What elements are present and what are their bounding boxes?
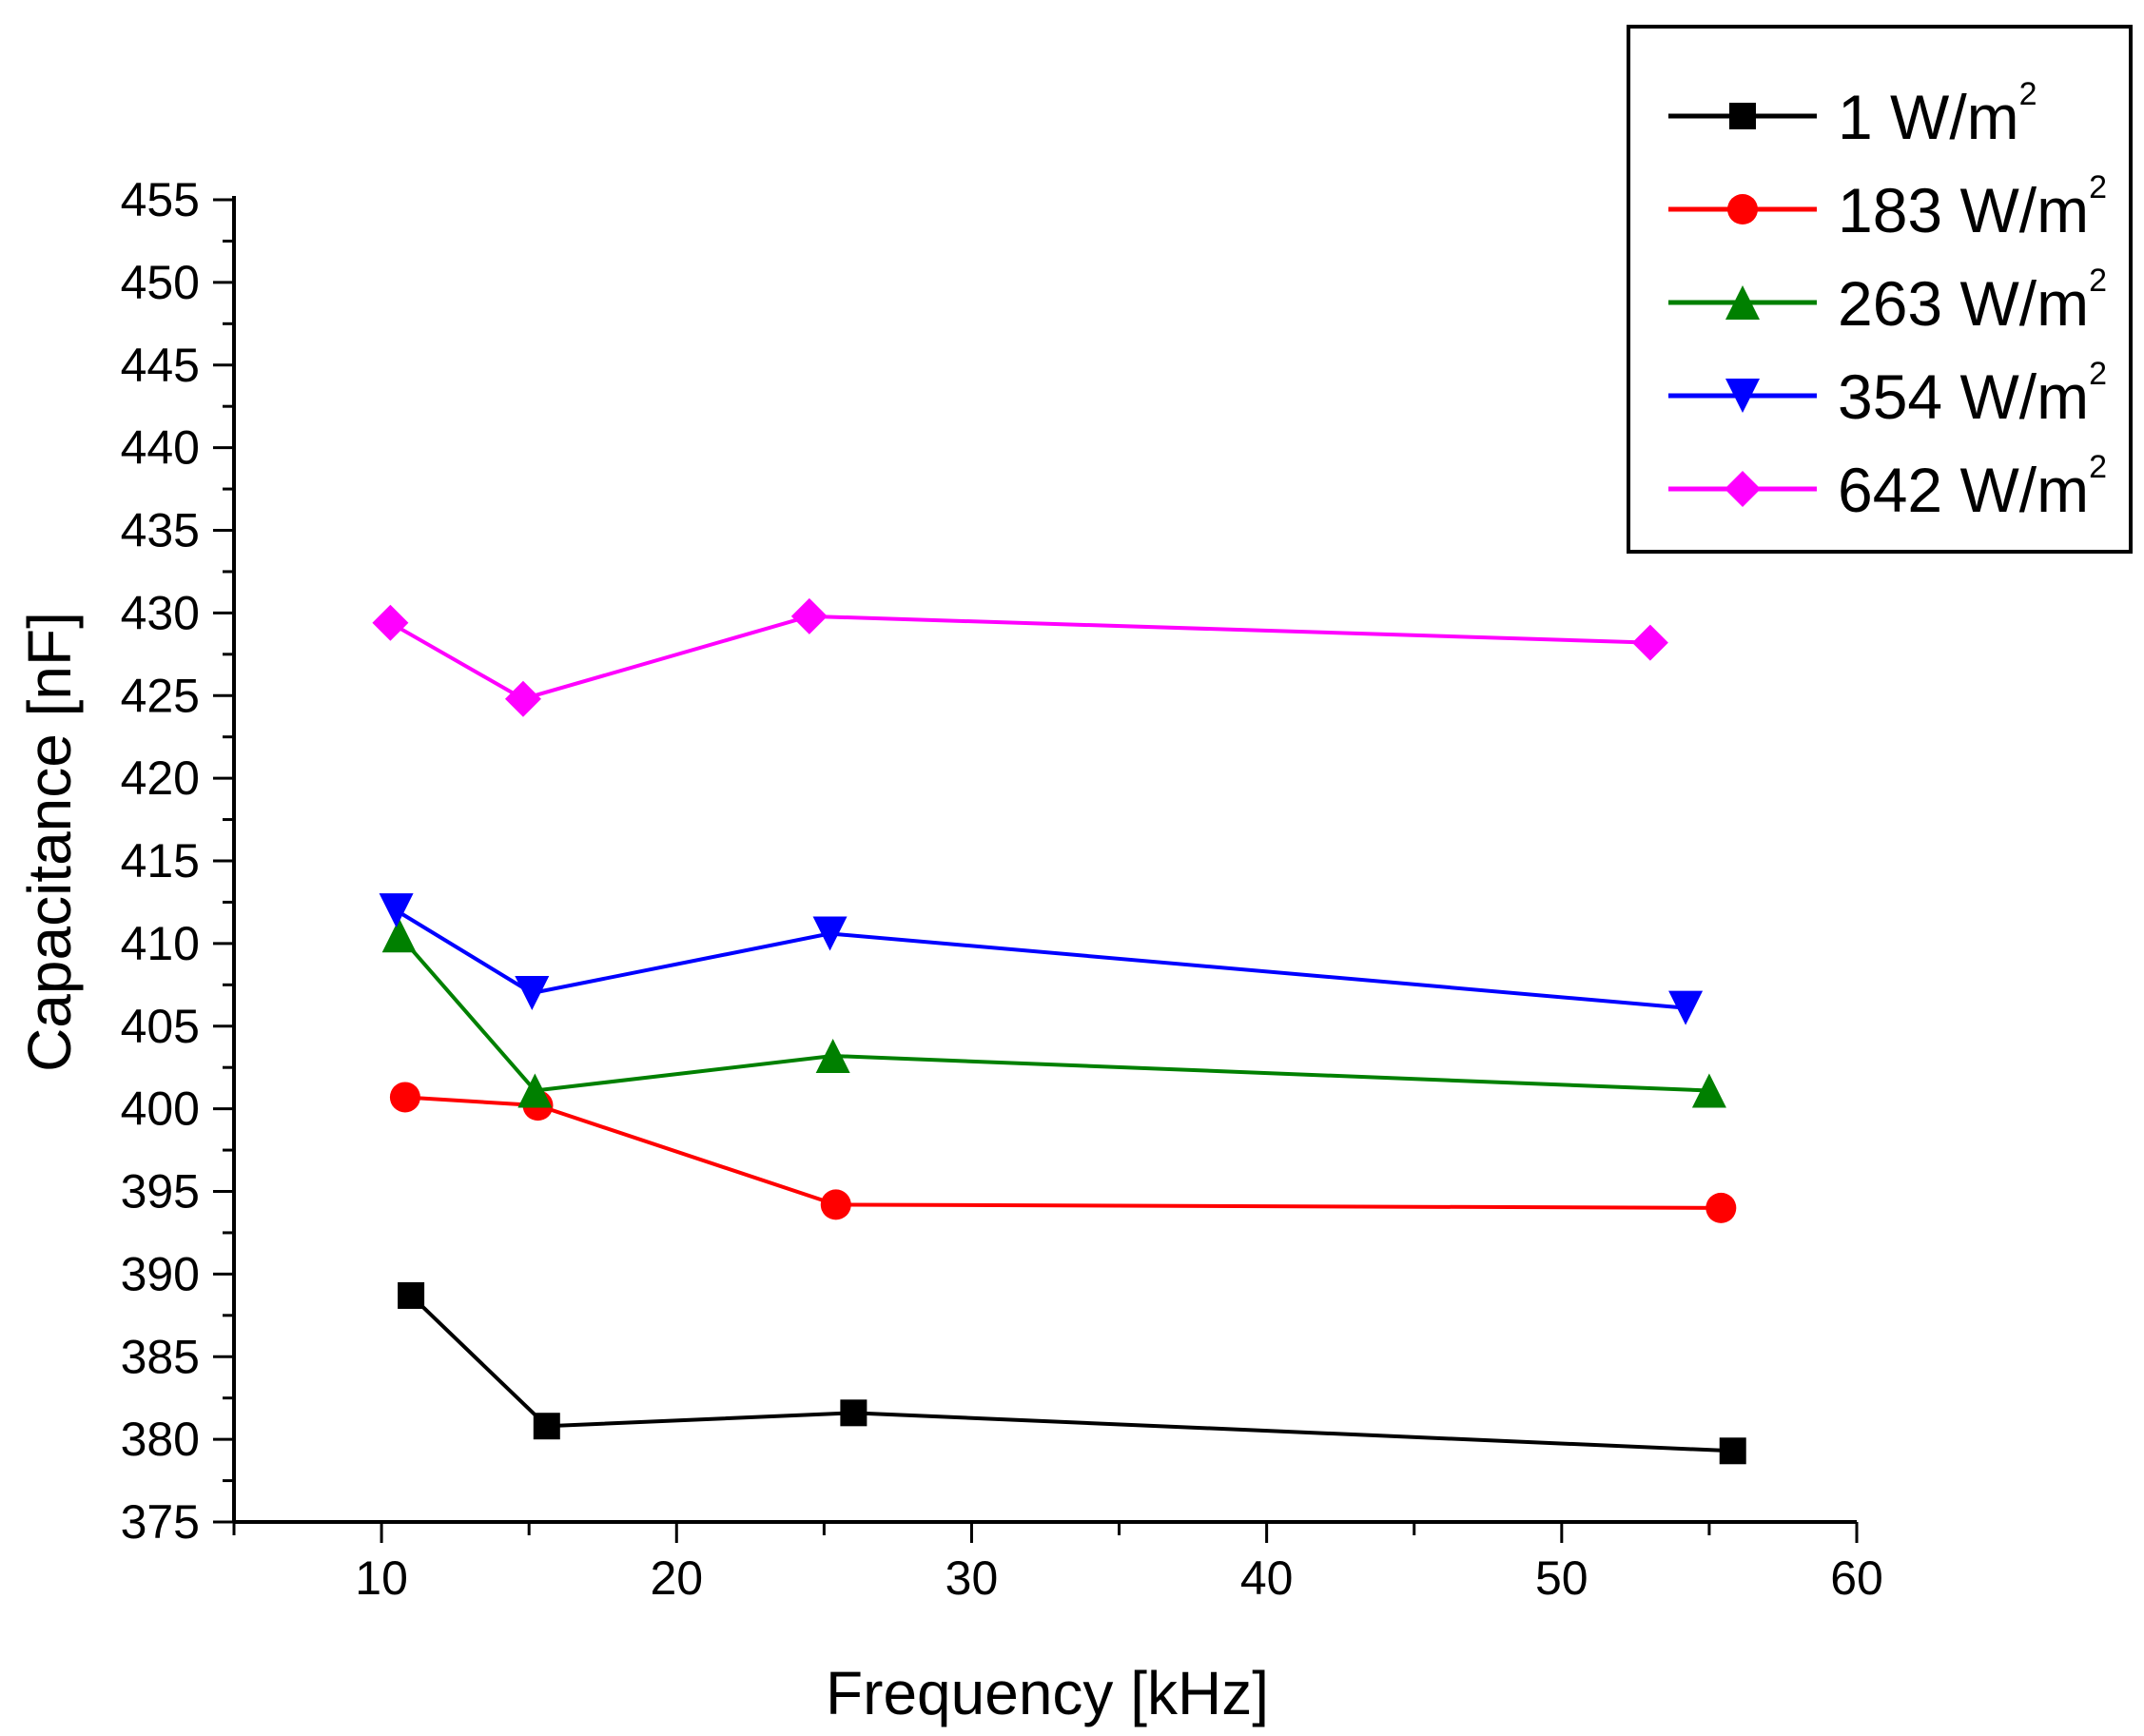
legend-label: 354 W/m2: [1838, 356, 2107, 432]
data-point-marker: [389, 1082, 420, 1113]
series-line: [404, 1095, 1722, 1210]
data-point-marker: [381, 918, 417, 953]
x-tick-label: 40: [1240, 1551, 1294, 1605]
legend-label-superscript: 2: [2089, 169, 2107, 205]
series-642-w-m2: [372, 597, 1668, 717]
legend-label-text: 183 W/m: [1838, 175, 2089, 245]
series-line: [389, 614, 1650, 701]
legend-label: 642 W/m2: [1838, 449, 2107, 525]
legend-label-superscript: 2: [2089, 449, 2107, 485]
y-tick-label: 450: [121, 256, 200, 309]
data-point-marker: [1631, 624, 1668, 661]
legend-item: 354 W/m2: [1668, 356, 2107, 432]
y-tick-label: 420: [121, 751, 200, 805]
data-point-marker: [504, 680, 541, 717]
y-tick-label: 400: [121, 1083, 200, 1136]
y-tick-label: 380: [121, 1413, 200, 1466]
legend-item: 263 W/m2: [1668, 263, 2107, 339]
data-point-marker: [1668, 990, 1704, 1025]
legend-label: 263 W/m2: [1838, 263, 2107, 339]
y-tick-label: 415: [121, 834, 200, 888]
legend-label: 1 W/m2: [1838, 76, 2037, 152]
x-tick-label: 30: [945, 1551, 999, 1605]
series-line: [409, 1294, 1733, 1453]
data-point-marker: [790, 597, 828, 634]
x-axis-ticks: 10 20 30 40 50 60: [232, 1522, 1883, 1605]
data-point-marker: [398, 1281, 425, 1309]
data-point-marker: [1705, 1192, 1737, 1223]
data-point-marker: [1719, 1437, 1746, 1465]
series-line: [398, 933, 1709, 1093]
y-tick-label: 455: [121, 173, 200, 226]
x-tick-label: 60: [1830, 1551, 1883, 1605]
data-point-marker: [840, 1399, 867, 1427]
legend-label-text: 263 W/m: [1838, 268, 2089, 339]
data-point-marker: [379, 893, 414, 928]
series-263-w-m2: [381, 918, 1726, 1108]
x-tick-label: 50: [1535, 1551, 1589, 1605]
y-axis-ticks: 375 380 385 390 395 400 405 410 415 420 425 430 435 4…: [121, 173, 234, 1549]
legend-item: 642 W/m2: [1668, 449, 2107, 525]
data-point-marker: [1691, 1073, 1726, 1108]
data-point-marker: [1725, 379, 1760, 413]
x-axis-title: Frequency [kHz]: [826, 1659, 1269, 1727]
legend-label-text: 1 W/m: [1838, 82, 2019, 152]
y-tick-label: 405: [121, 1000, 200, 1053]
y-tick-label: 375: [121, 1495, 200, 1549]
legend-label: 183 W/m2: [1838, 169, 2107, 245]
y-tick-label: 435: [121, 504, 200, 557]
legend-item: 183 W/m2: [1668, 169, 2107, 245]
y-tick-label: 425: [121, 669, 200, 722]
y-tick-label: 410: [121, 917, 200, 970]
data-point-marker: [372, 604, 409, 641]
y-tick-label: 385: [121, 1330, 200, 1383]
legend-label-text: 642 W/m: [1838, 455, 2089, 525]
data-point-marker: [1727, 194, 1758, 224]
data-point-marker: [1725, 285, 1760, 320]
y-tick-label: 395: [121, 1165, 200, 1219]
series-1-w-m2: [398, 1281, 1746, 1465]
data-point-marker: [812, 916, 848, 951]
legend-label-superscript: 2: [2089, 356, 2107, 392]
legend-label-superscript: 2: [2019, 76, 2037, 112]
x-tick-label: 10: [355, 1551, 408, 1605]
y-tick-label: 445: [121, 339, 200, 392]
legend-item: 1 W/m2: [1668, 76, 2037, 152]
data-point-marker: [820, 1189, 851, 1220]
series-354-w-m2: [379, 893, 1704, 1025]
data-point-marker: [1729, 103, 1756, 129]
data-point-marker: [533, 1413, 560, 1440]
legend-label-text: 354 W/m: [1838, 361, 2089, 432]
y-tick-label: 440: [121, 421, 200, 475]
data-point-marker: [1725, 471, 1761, 507]
axes: 375 380 385 390 395 400 405 410 415 420 425 430 435 4…: [121, 173, 1883, 1605]
x-tick-label: 20: [650, 1551, 703, 1605]
data-point-marker: [517, 1073, 553, 1108]
series-layer: [372, 597, 1746, 1465]
series-line: [395, 908, 1686, 1010]
data-point-marker: [815, 1039, 850, 1074]
y-tick-label: 430: [121, 586, 200, 639]
y-axis-title: Capacitance [nF]: [15, 612, 84, 1072]
data-point-marker: [515, 976, 550, 1010]
legend-label-superscript: 2: [2089, 263, 2107, 299]
y-tick-label: 390: [121, 1247, 200, 1300]
